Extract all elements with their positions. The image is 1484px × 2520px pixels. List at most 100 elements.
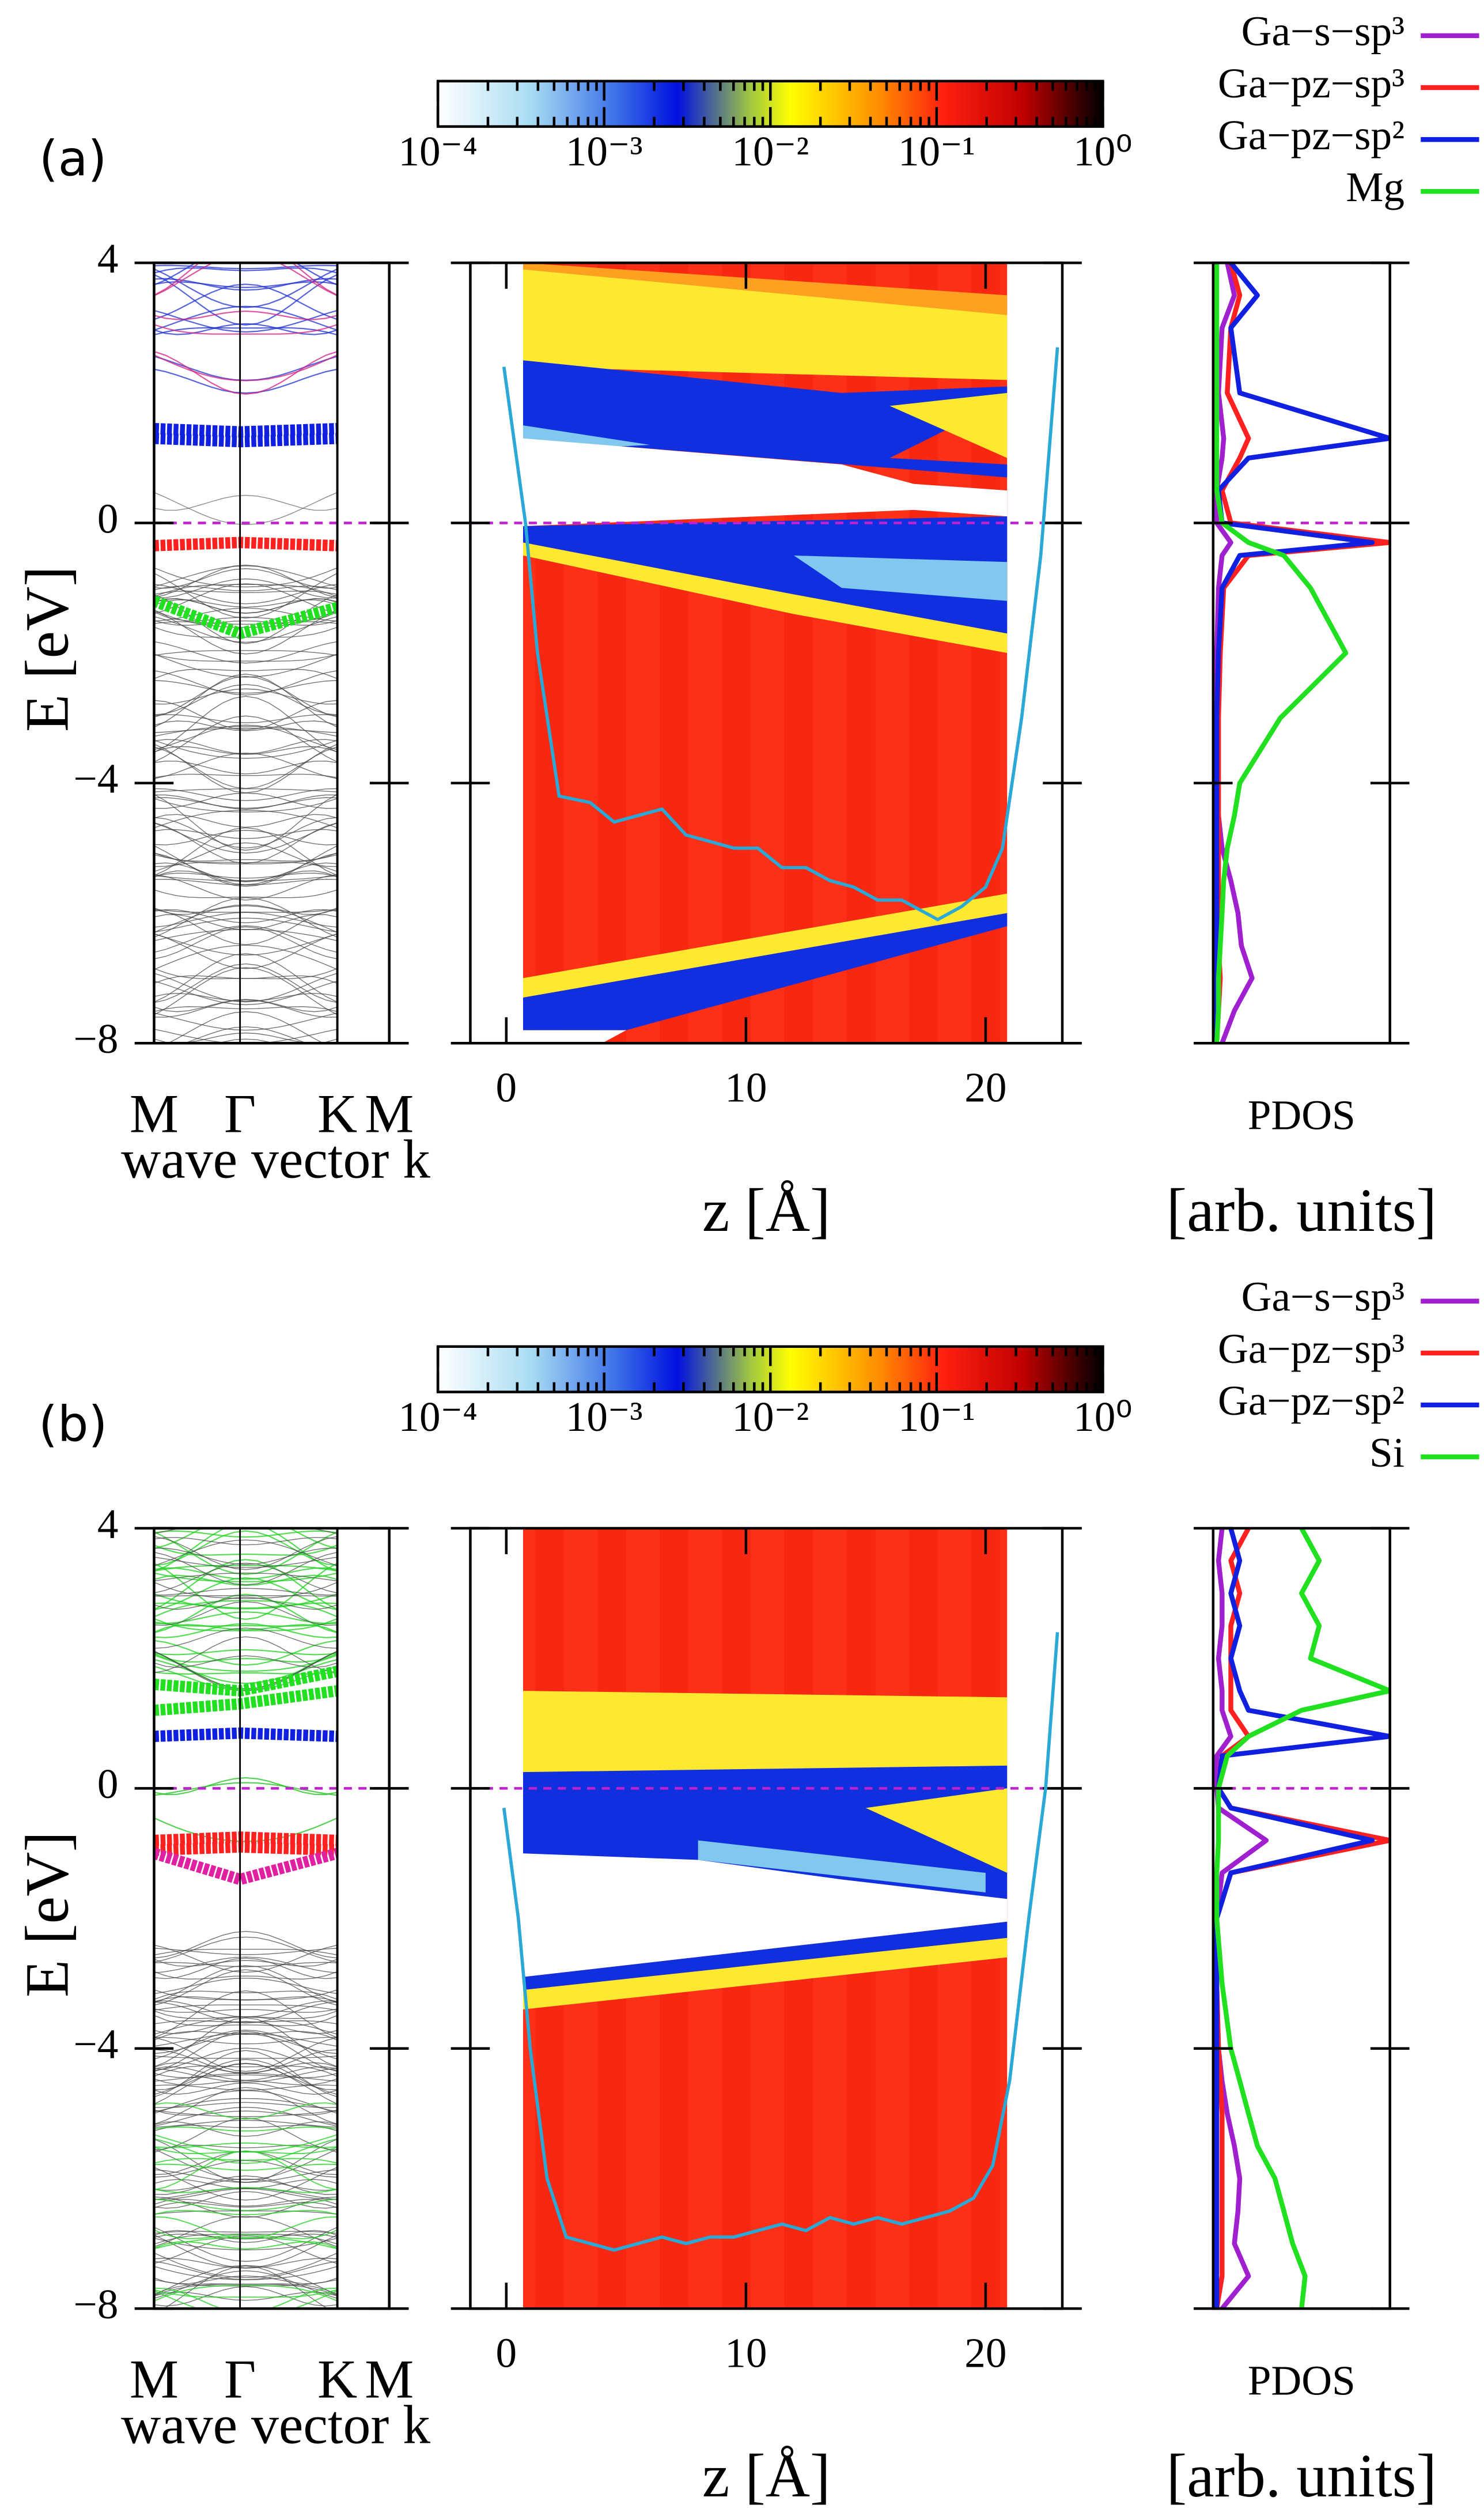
band-line bbox=[154, 2144, 338, 2153]
band-line bbox=[154, 621, 338, 625]
band-line bbox=[154, 724, 338, 750]
band-line bbox=[154, 684, 338, 716]
pdos-line bbox=[1214, 263, 1390, 1044]
colorbar-tick-label: 10⁰ bbox=[1073, 128, 1133, 175]
band-line bbox=[154, 2134, 338, 2153]
band-line bbox=[154, 1559, 338, 1611]
heatmap-region bbox=[794, 555, 1008, 601]
band-line bbox=[154, 817, 338, 849]
band-line bbox=[154, 714, 338, 723]
band-line bbox=[154, 653, 338, 662]
band-line bbox=[154, 2196, 338, 2218]
band-line bbox=[154, 641, 338, 664]
band-line bbox=[154, 1944, 338, 1973]
band-line bbox=[154, 263, 338, 297]
band-line bbox=[154, 583, 338, 614]
band-line bbox=[154, 2047, 338, 2071]
plot-area bbox=[523, 263, 1008, 1044]
band-line bbox=[154, 872, 338, 879]
band-line bbox=[154, 284, 338, 320]
band-line bbox=[154, 1544, 338, 1556]
band-line bbox=[154, 688, 338, 705]
band-line bbox=[154, 2031, 338, 2072]
band-line bbox=[154, 1539, 338, 1566]
band-line bbox=[154, 2117, 338, 2151]
projected-band bbox=[154, 1831, 338, 1846]
panel-label: (b) bbox=[39, 1396, 107, 1452]
band-line bbox=[154, 814, 338, 828]
heatmap-column bbox=[784, 263, 813, 1044]
x-tick-label: 20 bbox=[964, 2329, 1006, 2376]
y-tick-label: −4 bbox=[74, 755, 119, 802]
band-line bbox=[154, 746, 338, 789]
band-line bbox=[154, 1989, 338, 2000]
band-line bbox=[154, 263, 338, 296]
plot-frame bbox=[469, 261, 1064, 1045]
pdos-line bbox=[1214, 1528, 1390, 2309]
band-line bbox=[154, 1627, 338, 1649]
x-tick-label: K bbox=[317, 2348, 357, 2409]
band-line bbox=[154, 1536, 338, 1570]
band-line bbox=[154, 567, 338, 588]
band-line bbox=[154, 2126, 338, 2132]
band-line bbox=[217, 1038, 275, 1044]
colorbar-tick-label: 10⁻³ bbox=[566, 1393, 643, 1440]
projected-band bbox=[154, 432, 338, 448]
y-tick-label: 4 bbox=[97, 1501, 119, 1547]
band-line bbox=[154, 2175, 338, 2195]
band-line bbox=[154, 1530, 338, 1538]
x-tick-label: 0 bbox=[496, 1064, 517, 1110]
band-line bbox=[154, 794, 338, 851]
band-line bbox=[154, 584, 338, 605]
band-line bbox=[154, 1653, 338, 1663]
band-line bbox=[154, 1565, 338, 1572]
band-line bbox=[154, 2020, 338, 2024]
plot-area bbox=[154, 263, 338, 1044]
band-line bbox=[154, 875, 338, 882]
colorbar-tick-label: 10⁻³ bbox=[566, 128, 643, 175]
band-line bbox=[154, 1639, 338, 1666]
band-line bbox=[154, 680, 338, 694]
band-line bbox=[154, 904, 338, 915]
legend-label: Ga−s−sp³ bbox=[1241, 1274, 1404, 1320]
band-line bbox=[154, 2062, 338, 2073]
band-line bbox=[154, 573, 338, 619]
band-line bbox=[154, 1996, 338, 2003]
band-line bbox=[154, 610, 338, 655]
band-line bbox=[154, 2283, 338, 2295]
band-line bbox=[154, 944, 338, 970]
band-line bbox=[154, 822, 338, 853]
band-line bbox=[154, 568, 338, 589]
band-line bbox=[154, 1649, 338, 1656]
legend-label: Mg bbox=[1346, 164, 1404, 210]
band-line bbox=[154, 879, 338, 886]
band-line bbox=[154, 917, 338, 933]
band-line bbox=[154, 1971, 338, 1980]
band-line bbox=[154, 1567, 338, 1580]
band-line bbox=[154, 2102, 338, 2120]
band-line bbox=[154, 1990, 338, 2000]
band-line bbox=[154, 2252, 338, 2279]
band-line bbox=[154, 2179, 338, 2189]
band-line bbox=[154, 2139, 338, 2183]
band-line bbox=[154, 870, 338, 882]
band-line bbox=[154, 2284, 338, 2302]
heatmap-region bbox=[523, 263, 1008, 315]
y-axis-label: E [eV] bbox=[13, 1831, 81, 1997]
band-line bbox=[154, 2236, 338, 2250]
heatmap-region bbox=[865, 1788, 1008, 1873]
heatmap-region bbox=[523, 360, 1008, 478]
x-axis-units: [arb. units] bbox=[1167, 2442, 1437, 2510]
band-line bbox=[154, 2119, 338, 2128]
band-line bbox=[154, 2056, 338, 2059]
band-line bbox=[154, 1531, 338, 1576]
band-line bbox=[154, 1593, 338, 1610]
band-line bbox=[154, 626, 338, 638]
panel-label: (a) bbox=[39, 130, 107, 187]
x-tick-label: K bbox=[317, 1083, 357, 1144]
band-line bbox=[154, 2138, 338, 2164]
band-line bbox=[154, 268, 338, 308]
band-line bbox=[154, 1528, 338, 1550]
band-line bbox=[154, 788, 338, 802]
